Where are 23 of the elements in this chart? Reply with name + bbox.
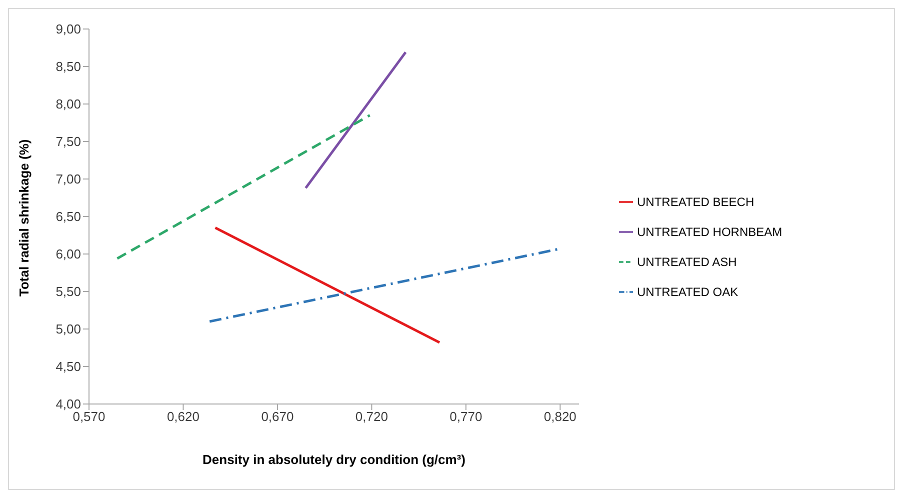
x-tick-label: 0,720: [355, 409, 388, 424]
y-axis-title: Total radial shrinkage (%): [16, 139, 32, 296]
x-tick-label: 0,570: [72, 409, 106, 424]
legend-label: UNTREATED OAK: [637, 284, 738, 298]
x-tick-label: 0,820: [544, 409, 576, 424]
y-tick-label: 5,50: [56, 284, 81, 300]
y-tick-label: 8,50: [56, 59, 81, 74]
y-tick-label: 7,50: [56, 134, 81, 150]
x-tick-label: 0,770: [450, 409, 482, 424]
y-tick-label: 8,00: [56, 96, 81, 112]
x-tick-label: 0,670: [261, 409, 294, 424]
legend-label: UNTREATED ASH: [637, 254, 737, 268]
legend-label: UNTREATED BEECH: [637, 194, 754, 208]
y-tick-label: 6,00: [56, 246, 81, 262]
legend-label: UNTREATED HORNBEAM: [637, 224, 782, 238]
y-tick-label: 5,00: [56, 322, 81, 337]
y-tick-label: 6,50: [56, 209, 81, 224]
x-axis-title: Density in absolutely dry condition (g/cm³): [202, 452, 466, 467]
y-tick-label: 4,00: [56, 396, 81, 412]
x-tick-label: 0,620: [166, 409, 200, 424]
y-tick-label: 4,50: [56, 359, 81, 374]
y-tick-label: 9,00: [56, 22, 81, 37]
y-tick-label: 7,00: [56, 172, 81, 187]
